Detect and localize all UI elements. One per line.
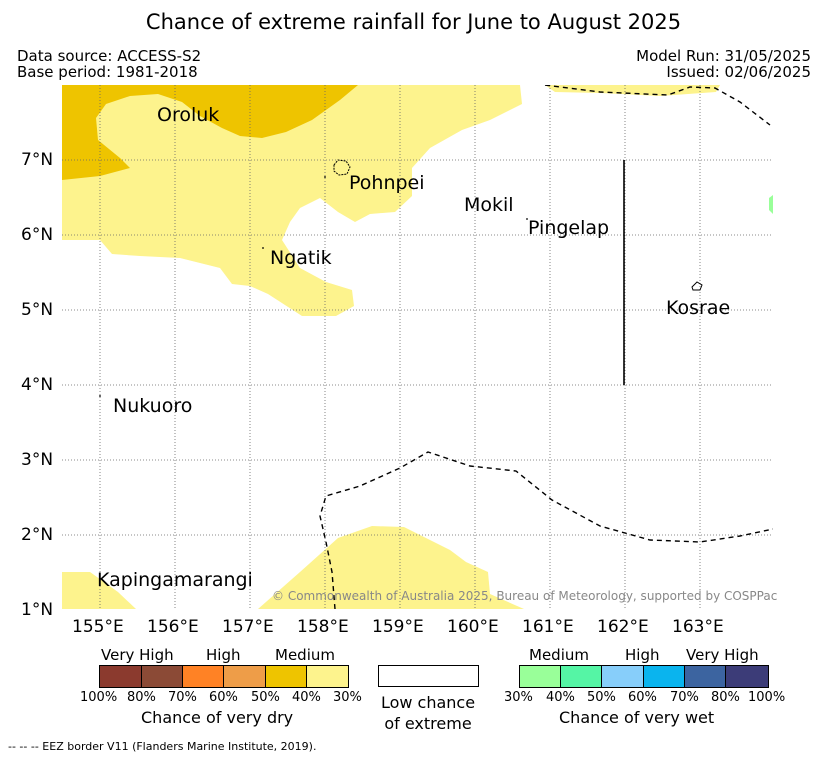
lon-tick: 158°E: [297, 617, 349, 637]
wet-colorbar: [519, 665, 769, 688]
dry-category-medium: Medium: [275, 646, 335, 664]
place-label-nukuoro: Nukuoro: [113, 395, 193, 417]
lon-tick: 162°E: [597, 617, 649, 637]
dry-swatch: [183, 666, 224, 687]
base-period-label: Base period: 1981-2018: [17, 63, 198, 81]
lat-tick: 1°N: [21, 600, 54, 620]
dry-tick: 80%: [127, 690, 156, 705]
data-source-label: Data source: ACCESS-S2: [17, 47, 202, 65]
wet-swatch: [685, 666, 726, 687]
map-title: Chance of extreme rainfall for June to A…: [145, 10, 682, 34]
lat-tick: 5°N: [21, 300, 54, 320]
wet-swatch: [644, 666, 685, 687]
wet-swatch: [561, 666, 602, 687]
wet-tick: 50%: [587, 690, 616, 705]
dry-swatch: [266, 666, 307, 687]
wet-swatch: [520, 666, 561, 687]
ngatik-atoll: [262, 247, 264, 249]
wet-tick: 80%: [711, 690, 740, 705]
dry-swatch: [142, 666, 183, 687]
eez-footnote: -- -- -- EEZ border V11 (Flanders Marine…: [8, 740, 317, 753]
place-label-kapingamarangi: Kapingamarangi: [97, 569, 253, 591]
issued-label: Issued: 02/06/2025: [666, 63, 811, 81]
wet-tick: 30%: [504, 690, 533, 705]
dry-tick: 40%: [292, 690, 321, 705]
lat-tick: 6°N: [21, 225, 54, 245]
dry-swatch: [224, 666, 266, 687]
neutral-legend-line2: of extreme: [384, 714, 472, 733]
dry-tick: 50%: [251, 690, 280, 705]
pingelap-atoll: [526, 218, 528, 220]
wet-swatch: [602, 666, 644, 687]
wet-medium-region: [769, 195, 773, 214]
dry-legend-label: Chance of very dry: [141, 708, 294, 727]
kosrae-island: [691, 281, 703, 291]
lon-tick: 155°E: [72, 617, 124, 637]
place-label-oroluk: Oroluk: [157, 104, 220, 126]
wet-legend-label: Chance of very wet: [559, 708, 715, 727]
lat-tick: 7°N: [21, 150, 54, 170]
wet-category-medium: Medium: [529, 646, 589, 664]
wet-category-very-high: Very High: [686, 646, 759, 664]
pohnpei-island: [333, 159, 351, 176]
lon-tick: 159°E: [372, 617, 424, 637]
dry-tick: 70%: [168, 690, 197, 705]
neutral-swatch: [378, 665, 479, 687]
dry-medium-low-region-sw: [62, 572, 136, 609]
dry-medium-low-region-ne: [545, 85, 720, 96]
dry-colorbar: [99, 665, 349, 688]
dry-category-high: High: [206, 646, 241, 664]
dry-tick: 30%: [333, 690, 362, 705]
wet-tick: 60%: [628, 690, 657, 705]
wet-tick: 40%: [546, 690, 575, 705]
dry-swatch: [100, 666, 142, 687]
lat-tick: 3°N: [21, 450, 54, 470]
wet-category-high: High: [625, 646, 660, 664]
lat-tick: 2°N: [21, 525, 54, 545]
neutral-legend-line1: Low chance: [380, 693, 476, 712]
nukuoro-atoll: [99, 395, 101, 397]
place-label-kosrae: Kosrae: [666, 297, 731, 319]
wet-swatch: [726, 666, 768, 687]
dry-tick: 60%: [209, 690, 238, 705]
place-label-pohnpei: Pohnpei: [349, 172, 425, 194]
lat-tick: 4°N: [21, 375, 54, 395]
copyright-notice: © Commonwealth of Australia 2025, Bureau…: [272, 589, 778, 603]
ant-atoll: [324, 176, 326, 178]
place-label-mokil: Mokil: [464, 194, 514, 216]
lon-tick: 163°E: [672, 617, 724, 637]
dry-medium-region: [62, 85, 358, 180]
wet-tick: 70%: [670, 690, 699, 705]
model-run-label: Model Run: 31/05/2025: [636, 47, 811, 65]
dry-category-very-high: Very High: [101, 646, 174, 664]
lon-tick: 160°E: [447, 617, 499, 637]
dry-medium-low-region-south: [258, 526, 524, 609]
lon-tick: 156°E: [147, 617, 199, 637]
dry-swatch: [307, 666, 348, 687]
eez-border: [319, 85, 773, 609]
lon-tick: 161°E: [522, 617, 574, 637]
graticule: [62, 85, 773, 609]
place-label-pingelap: Pingelap: [528, 217, 610, 239]
lon-tick: 157°E: [222, 617, 274, 637]
dry-tick: 100%: [80, 690, 118, 705]
wet-tick: 100%: [748, 690, 786, 705]
dry-medium-low-region: [62, 85, 522, 316]
place-label-ngatik: Ngatik: [270, 247, 332, 269]
